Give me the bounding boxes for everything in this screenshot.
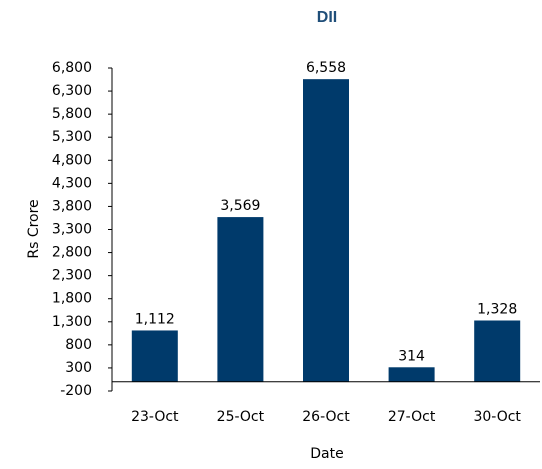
y-tick-label: 4,300 xyxy=(52,175,92,191)
bar xyxy=(131,330,178,382)
data-label: 6,558 xyxy=(306,60,346,76)
y-tick-label: 6,300 xyxy=(52,83,92,99)
data-label: 3,569 xyxy=(220,198,260,214)
y-tick-label: 300 xyxy=(65,360,92,376)
y-tick-label: 2,800 xyxy=(52,245,92,261)
bar xyxy=(388,367,435,382)
data-label: 1,328 xyxy=(477,301,517,317)
bar xyxy=(474,320,521,382)
bar xyxy=(303,79,349,382)
y-tick-label: 3,300 xyxy=(52,222,92,238)
y-tick-label: 4,800 xyxy=(52,152,92,168)
y-tick-label: 2,300 xyxy=(52,268,92,284)
x-tick-label: 27-Oct xyxy=(388,409,436,425)
y-tick-label: 5,300 xyxy=(52,129,92,145)
x-axis-label: Date xyxy=(310,446,343,462)
y-tick-label: 5,800 xyxy=(52,106,92,122)
x-tick-label: 25-Oct xyxy=(217,409,265,425)
x-tick-label: 26-Oct xyxy=(302,409,350,425)
bar xyxy=(217,217,264,382)
chart-title: DII xyxy=(317,9,337,26)
y-tick-label: -200 xyxy=(60,383,92,399)
y-tick-label: 3,800 xyxy=(52,198,92,214)
x-tick-label: 23-Oct xyxy=(131,409,179,425)
x-tick-label: 30-Oct xyxy=(473,409,521,425)
y-tick-label: 800 xyxy=(65,337,92,353)
y-tick-label: 1,800 xyxy=(52,291,92,307)
data-label: 1,112 xyxy=(135,311,175,327)
data-label: 314 xyxy=(398,348,425,364)
y-axis-label: Rs Crore xyxy=(26,199,42,258)
y-tick-label: 1,300 xyxy=(52,314,92,330)
y-tick-label: 6,800 xyxy=(52,60,92,76)
